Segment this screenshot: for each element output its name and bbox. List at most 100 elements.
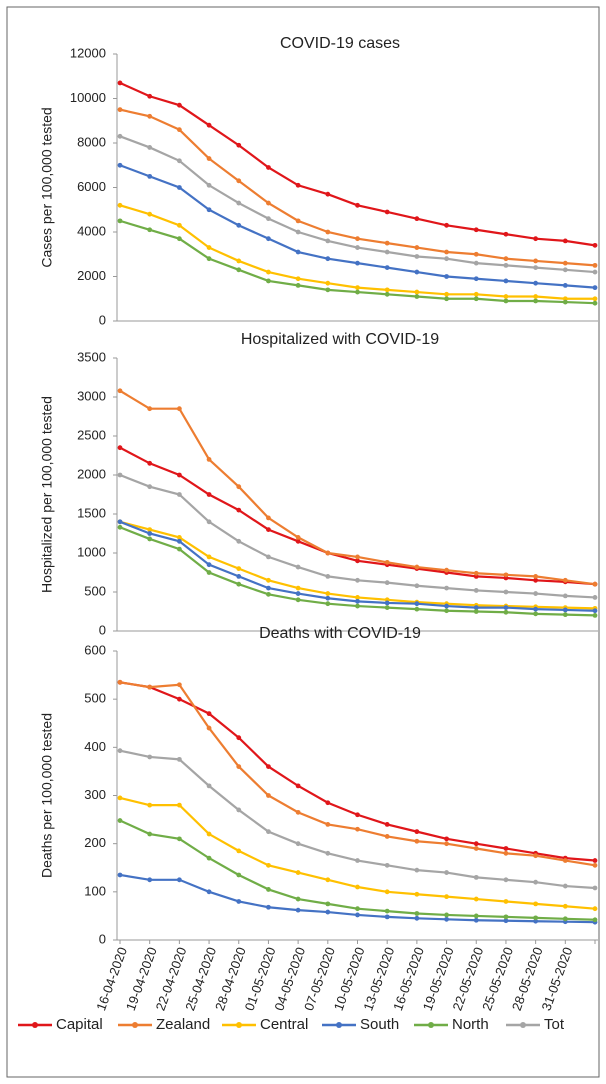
data-point: [444, 291, 449, 297]
data-point: [444, 274, 449, 279]
legend-marker: [336, 1022, 342, 1028]
data-point: [414, 891, 420, 897]
data-point: [266, 904, 271, 910]
y-tick-label: 500: [84, 691, 106, 706]
data-point: [473, 227, 479, 233]
data-point: [355, 906, 360, 912]
data-point: [414, 245, 420, 250]
data-point: [562, 238, 568, 244]
data-point: [473, 874, 479, 880]
data-point: [503, 231, 509, 237]
data-point: [266, 554, 271, 560]
series-line: [119, 204, 595, 300]
data-point: [414, 564, 420, 570]
data-point: [384, 240, 390, 246]
data-point: [147, 831, 153, 837]
data-point: [206, 457, 212, 462]
data-point: [444, 296, 449, 302]
data-point: [236, 848, 242, 854]
data-point: [236, 200, 242, 206]
data-point: [295, 591, 301, 596]
data-point: [384, 605, 390, 610]
chart-title: COVID-19 cases: [280, 35, 400, 52]
data-point: [147, 145, 153, 150]
data-point: [503, 589, 509, 595]
data-point: [176, 492, 182, 497]
data-point: [384, 908, 390, 914]
data-point: [117, 472, 123, 478]
data-point: [147, 484, 153, 490]
y-tick-label: 1500: [77, 505, 106, 520]
data-point: [147, 684, 153, 690]
data-point: [355, 812, 360, 818]
data-point: [414, 915, 420, 921]
data-point: [236, 267, 242, 273]
data-point: [592, 862, 598, 868]
data-point: [325, 909, 331, 915]
data-point: [355, 260, 360, 266]
series-line: [119, 749, 596, 890]
data-point: [355, 826, 360, 832]
series-line: [119, 108, 596, 267]
data-point: [384, 249, 390, 255]
data-point: [473, 841, 479, 847]
data-point: [355, 595, 360, 600]
data-point: [117, 524, 123, 530]
data-point: [295, 535, 301, 540]
data-point: [355, 202, 360, 208]
data-point: [117, 162, 123, 168]
data-point: [533, 236, 539, 242]
data-point: [592, 885, 598, 891]
data-point: [176, 222, 182, 228]
data-point: [562, 903, 568, 909]
data-point: [206, 182, 212, 188]
data-point: [355, 603, 360, 609]
data-point: [206, 570, 212, 575]
data-point: [384, 600, 390, 606]
data-point: [562, 858, 568, 863]
data-point: [414, 216, 420, 222]
data-point: [266, 527, 271, 532]
data-point: [414, 254, 420, 259]
data-point: [147, 406, 153, 412]
data-point: [117, 202, 123, 208]
y-tick-label: 2500: [77, 427, 106, 442]
data-point: [266, 200, 271, 206]
data-point: [295, 182, 301, 188]
series-line: [119, 819, 596, 921]
data-point: [117, 218, 123, 224]
data-point: [176, 682, 182, 688]
data-point: [176, 546, 182, 552]
data-point: [325, 550, 331, 556]
data-point: [533, 918, 539, 924]
data-point: [266, 585, 271, 591]
data-point: [503, 605, 509, 610]
data-point: [503, 298, 509, 304]
series-line: [119, 446, 596, 586]
legend-label: South: [360, 1016, 399, 1033]
data-point: [206, 855, 212, 861]
data-point: [295, 585, 301, 591]
data-point: [503, 914, 509, 920]
legend-label: Zealand: [156, 1016, 210, 1033]
y-tick-label: 100: [84, 883, 106, 898]
data-point: [592, 581, 598, 587]
data-point: [176, 406, 182, 412]
y-tick-label: 0: [99, 931, 106, 946]
data-point: [147, 531, 153, 536]
data-point: [147, 754, 153, 760]
data-point: [414, 294, 420, 299]
data-point: [236, 258, 242, 264]
data-point: [236, 581, 242, 587]
data-point: [325, 280, 331, 286]
data-point: [503, 256, 509, 262]
data-point: [384, 862, 390, 868]
data-point: [117, 80, 123, 86]
data-point: [473, 913, 479, 919]
y-tick-label: 1000: [77, 544, 106, 559]
data-point: [147, 173, 153, 179]
data-point: [592, 595, 598, 600]
data-point: [206, 562, 212, 568]
data-point: [355, 245, 360, 250]
data-point: [592, 613, 598, 618]
